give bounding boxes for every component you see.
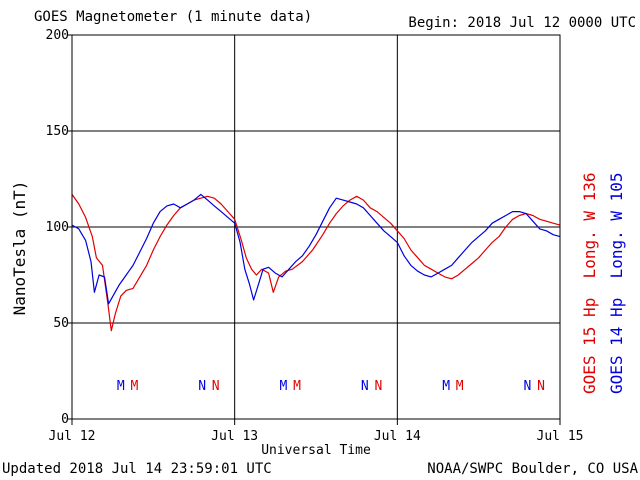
x-tick-labels: Jul 12 Jul 13 Jul 14 Jul 15 [49, 419, 584, 444]
legend: GOES 15 Hp Long. W 136 GOES 14 Hp Long. W… [580, 172, 626, 394]
annotation-n-3: N [212, 379, 220, 394]
grid-layer [72, 35, 560, 419]
annotation-m-8: M [442, 379, 450, 394]
x-tick-label-3: Jul 15 [537, 429, 584, 444]
y-tick-label-3: 150 [46, 124, 69, 139]
updated-timestamp: Updated 2018 Jul 14 23:59:01 UTC [2, 461, 272, 477]
x-tick-label-2: Jul 14 [374, 429, 421, 444]
annotation-m-4: M [280, 379, 288, 394]
y-axis-label: NanoTesla (nT) [10, 181, 29, 316]
chart-title: GOES Magnetometer (1 minute data) [34, 9, 313, 25]
annotation-n-7: N [374, 379, 382, 394]
y-tick-labels: 0 50 100 150 200 [46, 28, 72, 427]
annotation-n-2: N [198, 379, 206, 394]
series-line-goes15 [71, 194, 561, 332]
legend-entry-goes14: GOES 14 Hp Long. W 105 [607, 172, 626, 394]
y-tick-label-2: 100 [46, 220, 69, 235]
series-line-goes14 [71, 193, 561, 305]
annotation-n-11: N [537, 379, 545, 394]
annotation-n-10: N [524, 379, 532, 394]
x-tick-label-0: Jul 12 [49, 429, 96, 444]
legend-entry-goes15: GOES 15 Hp Long. W 136 [580, 172, 599, 394]
y-tick-label-4: 200 [46, 28, 69, 43]
x-axis-label: Universal Time [261, 443, 371, 458]
y-tick-label-0: 0 [61, 412, 69, 427]
annotation-m-1: M [130, 379, 138, 394]
annotation-m-5: M [293, 379, 301, 394]
series-layer [71, 193, 561, 332]
annotation-m-9: M [456, 379, 464, 394]
begin-time-label: Begin: 2018 Jul 12 0000 UTC [408, 15, 636, 31]
x-tick-label-1: Jul 13 [211, 429, 258, 444]
annotation-n-6: N [361, 379, 369, 394]
credit-label: NOAA/SWPC Boulder, CO USA [427, 461, 638, 477]
annotation-m-0: M [117, 379, 125, 394]
y-tick-label-1: 50 [53, 316, 69, 331]
